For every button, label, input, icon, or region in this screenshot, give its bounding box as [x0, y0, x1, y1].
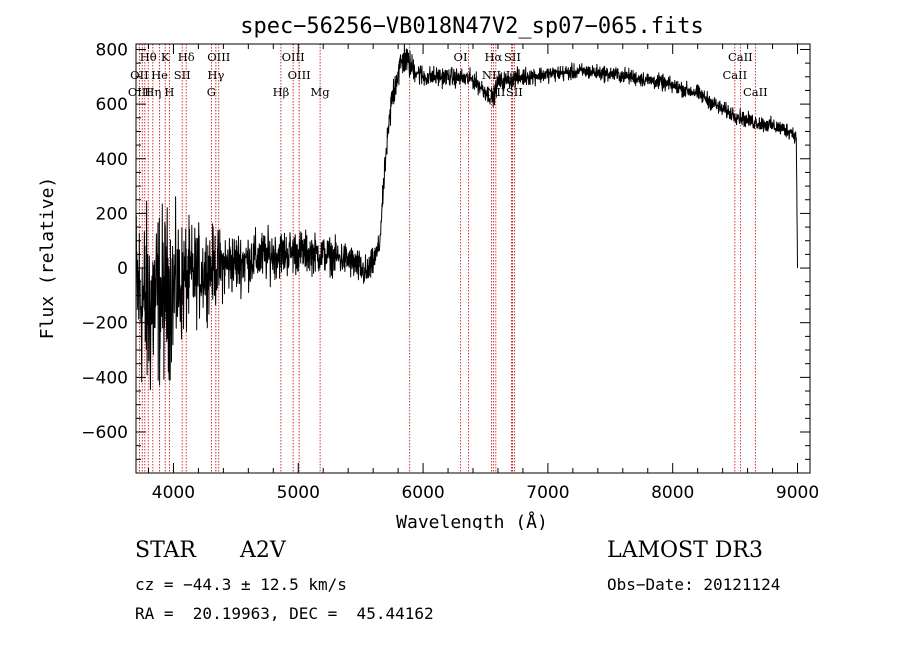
line-label: OIII [128, 85, 151, 99]
x-tick-label: 5000 [277, 483, 320, 503]
line-label: K [161, 50, 170, 64]
y-tick-label: −400 [81, 368, 128, 388]
line-label: CaII [728, 50, 753, 64]
line-label: SII [504, 50, 521, 64]
y-tick-label: 400 [96, 150, 128, 170]
object-subclass: A2V [240, 538, 286, 563]
axis-ticks: 4000 5000 6000 7000 8000 9000 −600 −400 −200 0 200… [81, 40, 819, 503]
y-tick-label: 800 [96, 40, 128, 60]
line-label: H [164, 85, 174, 99]
line-label: CaII [722, 68, 747, 82]
y-tick-label: −200 [81, 314, 128, 334]
x-tick-label: 7000 [526, 483, 569, 503]
object-class: STAR [135, 538, 196, 563]
y-tick-label: 200 [96, 204, 128, 224]
x-tick-label: 9000 [776, 483, 819, 503]
line-label: He [151, 68, 168, 82]
observation-date: Obs−Date: 20121124 [607, 575, 781, 594]
line-label: Mg [311, 85, 331, 99]
line-label: Hγ [207, 68, 224, 82]
y-tick-label: 600 [96, 95, 128, 115]
line-label: Hη [144, 85, 161, 99]
line-label: Hα [484, 50, 502, 64]
line-label: NII [482, 68, 501, 82]
line-label: OIII [207, 50, 230, 64]
y-tick-label: −600 [81, 423, 128, 443]
line-label: OIII [288, 68, 311, 82]
spectrum-line [135, 43, 798, 391]
line-label: CaII [743, 85, 768, 99]
line-label: OII [130, 68, 149, 82]
line-label: Hθ [140, 50, 157, 64]
x-tick-label: 8000 [651, 483, 694, 503]
line-label: SII [174, 68, 191, 82]
chart-title: spec−56256−VB018N47V2_sp07−065.fits [240, 14, 704, 39]
line-label: OIII [282, 50, 305, 64]
line-label: Hβ [273, 85, 290, 99]
spectrum-series [135, 43, 798, 391]
spectrum-chart: spec−56256−VB018N47V2_sp07−065.fits Hθ K H… [37, 14, 819, 530]
x-axis-label: Wavelength (Å) [396, 511, 548, 530]
line-label: Hδ [178, 50, 195, 64]
line-label: OI [454, 50, 468, 64]
y-tick-label: 0 [117, 259, 128, 279]
redshift-velocity: cz = −44.3 ± 12.5 km/s [135, 575, 347, 594]
x-tick-label: 6000 [401, 483, 444, 503]
sky-coordinates: RA = 20.19963, DEC = 45.44162 [135, 604, 434, 623]
survey-name: LAMOST DR3 [607, 538, 763, 563]
x-tick-label: 4000 [152, 483, 195, 503]
y-axis-label: Flux (relative) [37, 177, 58, 340]
line-label: SII [506, 85, 523, 99]
line-label: G [207, 85, 216, 99]
